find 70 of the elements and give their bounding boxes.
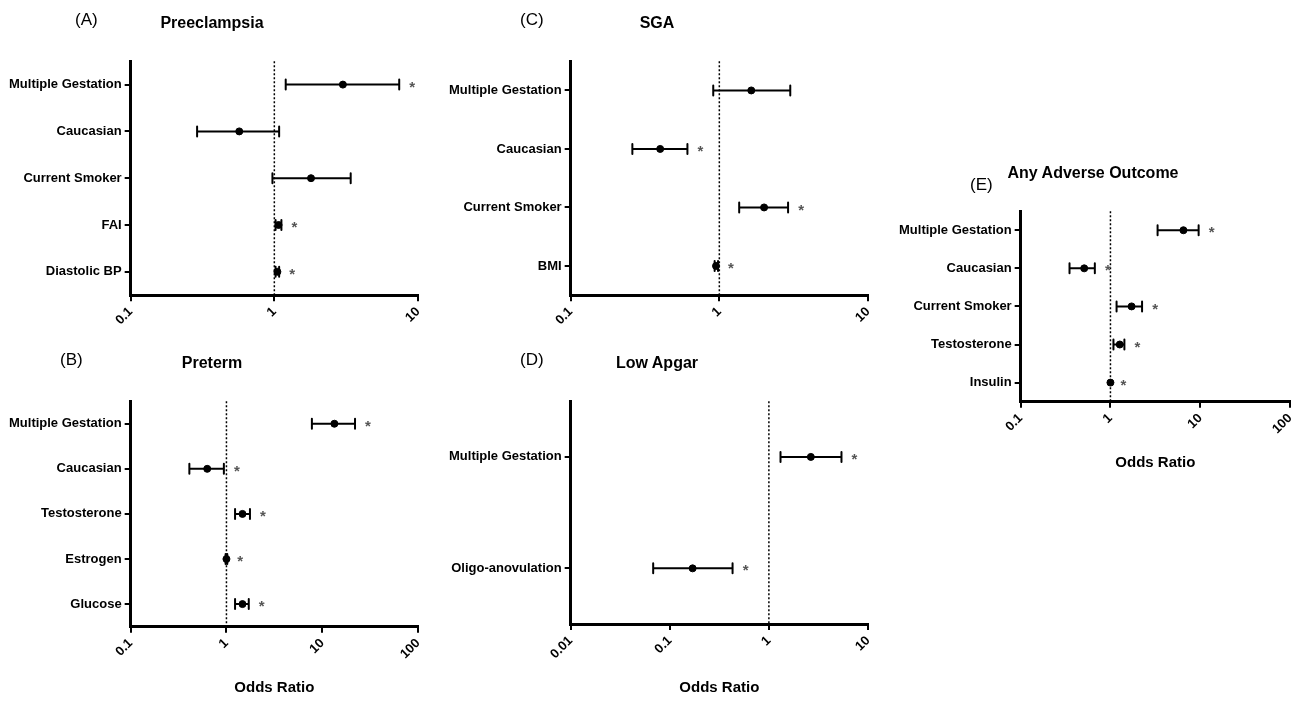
x-axis-title: Odds Ratio [679,678,760,696]
y-tick-label: Glucose [70,595,122,611]
annotation: * [851,450,858,468]
annotation: * [1120,375,1127,393]
y-tick-label: FAI [101,216,122,232]
y-tick-label: Caucasian [56,460,122,476]
y-tick-label: Current Smoker [23,169,122,185]
x-tick-label: 10 [401,303,423,325]
y-tick-label: Caucasian [946,259,1012,275]
text: (E) [970,175,993,195]
x-tick-label: 0.1 [651,632,675,657]
chart-title: Preeclampsia [160,14,264,32]
text: (D) [520,350,544,370]
y-tick-label: BMI [537,257,562,273]
y-tick-label: Oligo-anovulation [451,559,562,575]
y-tick-label: Multiple Gestation [449,448,562,464]
annotation: * [291,218,298,236]
x-tick-label: 10 [1184,410,1205,432]
annotation: * [365,416,372,434]
y-tick-label: Multiple Gestation [449,82,562,98]
x-tick-label: 1 [757,632,774,649]
x-tick-label: 1 [1099,410,1116,426]
y-tick-label: Diastolic BP [45,263,122,279]
x-tick-label: 1 [263,303,279,320]
annotation: * [798,200,805,218]
annotation: * [1152,299,1159,317]
y-tick-label: Multiple Gestation [9,415,122,431]
text: (A) [75,10,98,30]
x-tick-label: 1 [708,303,724,320]
chart-title: SGA [639,14,675,32]
y-tick-label: Estrogen [65,550,122,566]
annotation: * [1134,337,1141,355]
x-tick-label: 10 [306,635,327,657]
x-tick-label: 0.1 [1001,410,1026,434]
annotation: * [258,597,265,615]
annotation: * [742,561,749,579]
annotation: * [233,461,240,479]
x-tick-label: 1 [215,635,232,651]
chart-title: Preterm [181,354,243,372]
y-tick-label: Insulin [969,374,1012,390]
annotation: * [1208,223,1215,241]
x-tick-label: 10 [851,632,873,654]
x-tick-label: 0.1 [111,635,136,659]
x-tick-label: 100 [1268,410,1295,437]
chart-title: Any Adverse Outcome [1007,164,1179,182]
annotation: * [237,552,244,570]
x-axis-title: Odds Ratio [234,678,315,696]
y-tick-label: Testosterone [41,505,122,521]
x-tick-label: 10 [851,303,873,325]
y-tick-label: Current Smoker [913,297,1012,313]
x-tick-label: 0.01 [546,632,576,662]
x-tick-label: 0.1 [111,303,136,328]
annotation: * [260,507,267,525]
y-tick-label: Testosterone [931,336,1012,352]
y-tick-label: Current Smoker [463,199,562,215]
y-tick-label: Caucasian [496,140,562,156]
x-tick-label: 100 [396,635,423,662]
y-tick-label: Caucasian [56,122,122,138]
x-tick-label: 0.1 [551,303,576,328]
text: (B) [60,350,83,370]
y-tick-label: Multiple Gestation [899,221,1012,237]
annotation: * [697,142,704,160]
x-axis-title: Odds Ratio [1115,453,1196,471]
text: (C) [520,10,544,30]
annotation: * [289,264,296,282]
annotation: * [409,77,416,95]
annotation: * [728,259,735,277]
chart-title: Low Apgar [615,354,699,372]
y-tick-label: Multiple Gestation [9,76,122,92]
annotation: * [1104,261,1111,279]
